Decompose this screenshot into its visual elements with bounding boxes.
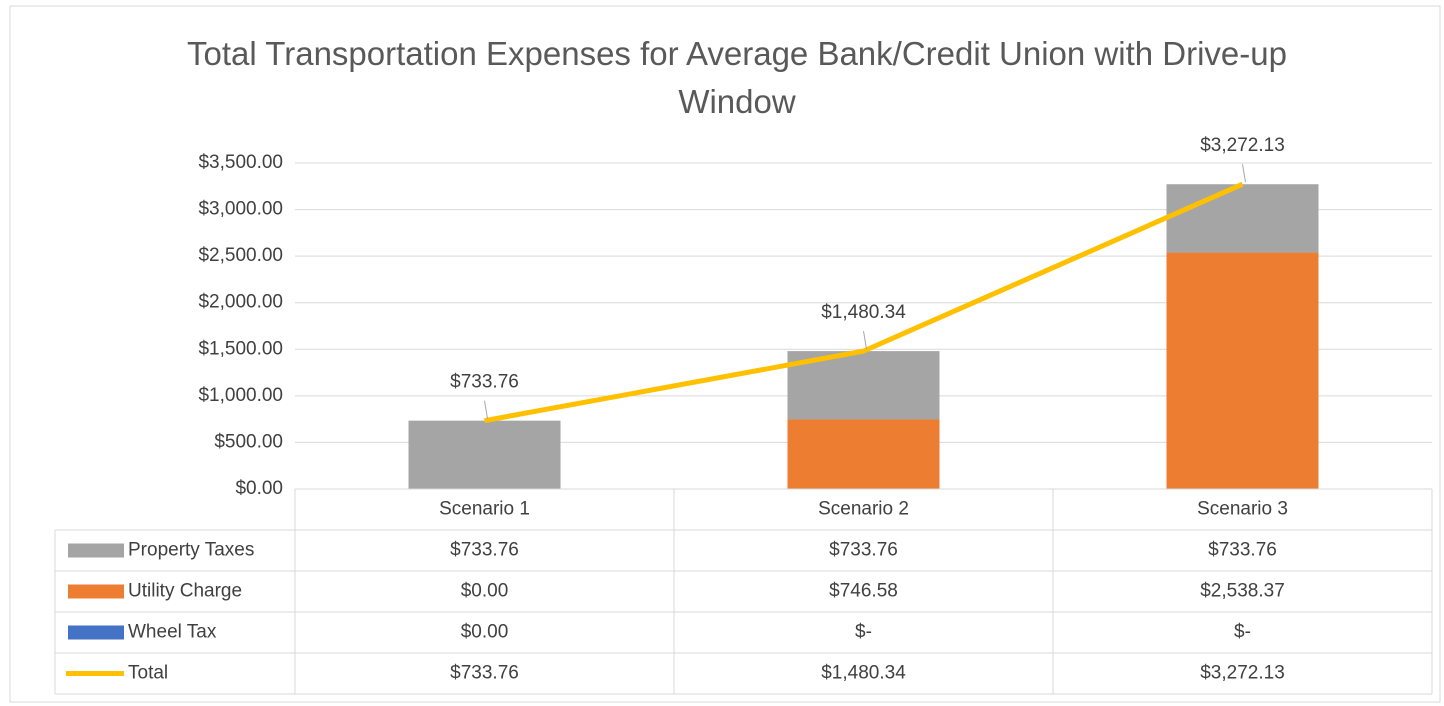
table-cell: $0.00 (461, 622, 509, 643)
table-cell: $746.58 (829, 581, 898, 602)
chart-title: Total Transportation Expenses for Averag… (187, 35, 1287, 120)
chart-frame (9, 5, 1441, 703)
y-tick-label: $2,000.00 (198, 292, 283, 313)
bar (408, 420, 561, 489)
table-cell: $- (855, 622, 872, 643)
y-tick-label: $3,500.00 (198, 152, 283, 173)
data-label: $3,272.13 (1200, 135, 1285, 156)
bar (1166, 184, 1319, 253)
legend-label: Wheel Tax (128, 622, 217, 643)
y-tick-label: $2,500.00 (198, 245, 283, 266)
x-tick-label: Scenario 2 (818, 499, 909, 520)
legend-label: Total (128, 663, 168, 684)
table-cell: $2,538.37 (1200, 581, 1285, 602)
x-tick-label: Scenario 3 (1197, 499, 1288, 520)
bar (1166, 252, 1319, 489)
legend-swatch (68, 543, 124, 558)
data-label: $733.76 (450, 372, 519, 393)
x-tick-label: Scenario 1 (439, 499, 530, 520)
legend-swatch (68, 584, 124, 599)
leader-line (1242, 164, 1246, 183)
leader-line (484, 400, 488, 419)
y-tick-label: $3,000.00 (198, 199, 283, 220)
y-tick-label: $500.00 (214, 431, 283, 452)
legend-label: Utility Charge (128, 581, 242, 602)
y-tick-label: $0.00 (235, 478, 283, 499)
table-cell: $733.76 (450, 663, 519, 684)
y-tick-label: $1,500.00 (198, 338, 283, 359)
legend-label: Property Taxes (128, 540, 254, 561)
table-cell: $0.00 (461, 581, 509, 602)
data-label: $1,480.34 (821, 302, 906, 323)
table-cell: $1,480.34 (821, 663, 906, 684)
y-tick-label: $1,000.00 (198, 385, 283, 406)
table-cell: $733.76 (450, 540, 519, 561)
table-cell: $733.76 (1208, 540, 1277, 561)
legend-swatch (68, 625, 124, 640)
leader-line (863, 331, 867, 350)
table-cell: $3,272.13 (1200, 663, 1285, 684)
table-cell: $733.76 (829, 540, 898, 561)
table-cell: $- (1234, 622, 1251, 643)
bar (787, 419, 940, 489)
line (484, 181, 1244, 424)
